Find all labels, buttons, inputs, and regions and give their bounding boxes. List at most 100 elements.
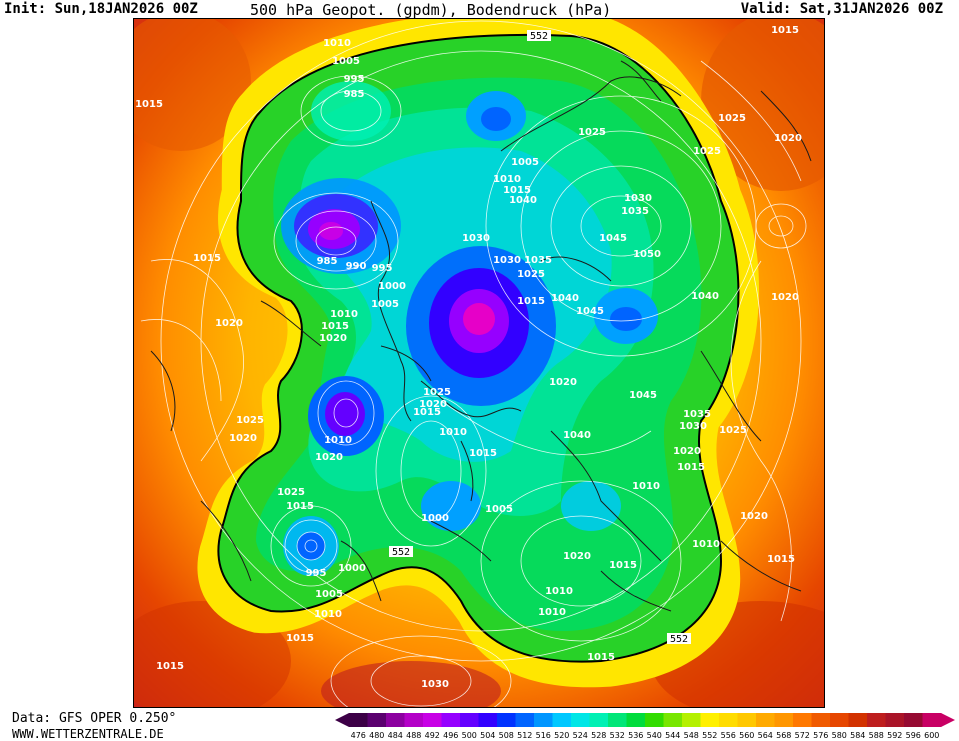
pressure-label: 1020 — [563, 551, 591, 562]
pressure-label: 1010 — [314, 609, 342, 620]
pressure-label: 1010 — [538, 607, 566, 618]
colorbar-tick-label: 484 — [388, 731, 403, 740]
colorbar-tick-label: 556 — [721, 731, 736, 740]
pressure-label: 1000 — [338, 563, 366, 574]
pressure-label: 1020 — [673, 446, 701, 457]
contour-label-552-right: 552 — [670, 634, 688, 645]
pressure-label: 995 — [306, 568, 327, 579]
pressure-label: 1020 — [319, 333, 347, 344]
pressure-label: 1035 — [524, 255, 552, 266]
pressure-label: 1020 — [774, 133, 802, 144]
pressure-label: 1015 — [771, 25, 799, 36]
colorbar-swatch — [608, 713, 627, 727]
contour-label-552-bottom: 552 — [392, 547, 410, 558]
pressure-label: 1040 — [551, 293, 579, 304]
colorbar-swatch — [700, 713, 720, 727]
colorbar-swatch — [904, 713, 923, 727]
pressure-label: 1020 — [740, 511, 768, 522]
colorbar-swatch — [534, 713, 553, 727]
colorbar-tick-label: 580 — [832, 731, 847, 740]
colorbar-swatch — [367, 713, 387, 727]
colorbar-tick-label: 500 — [462, 731, 477, 740]
colorbar-tick-label: 496 — [443, 731, 458, 740]
pressure-label: 985 — [344, 89, 365, 100]
colorbar-tick-label: 540 — [647, 731, 662, 740]
pressure-label: 1015 — [503, 185, 531, 196]
colorbar-swatch — [386, 713, 405, 727]
pressure-label: 1025 — [578, 127, 606, 138]
weather-map-canvas: 552 552 552 1010100599598510151005101010… — [134, 19, 824, 707]
pressure-label: 1025 — [517, 269, 545, 280]
data-source-label: Data: GFS OPER 0.250° — [12, 711, 177, 726]
pressure-label: 1040 — [509, 195, 537, 206]
colorbar-swatch — [793, 713, 812, 727]
pressure-label: 1015 — [286, 501, 314, 512]
pressure-label: 1000 — [378, 281, 406, 292]
colorbar-swatch — [571, 713, 590, 727]
colorbar-tick-label: 492 — [425, 731, 440, 740]
pressure-label: 1030 — [462, 233, 490, 244]
colorbar: 476 480 484 488 492 496 500 504 508 512 516 520 524 5… — [335, 713, 955, 740]
colorbar-swatch — [756, 713, 775, 727]
colorbar-tick-label: 568 — [776, 731, 791, 740]
colorbar-tick-label: 508 — [499, 731, 514, 740]
pressure-label: 1010 — [632, 481, 660, 492]
colorbar-swatch — [404, 713, 424, 727]
colorbar-tick-label: 548 — [684, 731, 699, 740]
pressure-label: 1015 — [135, 99, 163, 110]
colorbar-tick-label: 528 — [591, 731, 606, 740]
pressure-label: 1010 — [323, 38, 351, 49]
colorbar-swatch — [830, 713, 849, 727]
pressure-label: 1025 — [236, 415, 264, 426]
colorbar-tick-label: 504 — [480, 731, 495, 740]
pressure-label: 990 — [346, 261, 367, 272]
pressure-label: 1015 — [587, 652, 615, 663]
colorbar-swatch — [441, 713, 461, 727]
colorbar-tick-label: 572 — [795, 731, 810, 740]
colorbar-swatch — [497, 713, 516, 727]
pressure-label: 1030 — [493, 255, 521, 266]
colorbar-swatch — [663, 713, 683, 727]
pressure-label: 1040 — [563, 430, 591, 441]
pressure-label: 1045 — [629, 390, 657, 401]
valid-time-label: Valid: Sat,31JAN2026 00Z — [740, 1, 943, 17]
pressure-label: 1025 — [718, 113, 746, 124]
pressure-label: 1045 — [576, 306, 604, 317]
colorbar-swatch — [423, 713, 442, 727]
colorbar-swatch — [552, 713, 572, 727]
pressure-label: 1015 — [156, 661, 184, 672]
colorbar-swatch — [478, 713, 498, 727]
pressure-label: 1020 — [215, 318, 243, 329]
pressure-label: 1045 — [599, 233, 627, 244]
pressure-label: 1035 — [683, 409, 711, 420]
pressure-label: 1020 — [229, 433, 257, 444]
pressure-label: 1015 — [767, 554, 795, 565]
colorbar-tick-label: 476 — [351, 731, 366, 740]
colorbar-swatch — [589, 713, 609, 727]
pressure-label: 1005 — [485, 504, 513, 515]
pressure-label: 1015 — [321, 321, 349, 332]
colorbar-tick-label: 480 — [369, 731, 384, 740]
pressure-label: 1005 — [315, 589, 343, 600]
chart-title: 500 hPa Geopot. (gpdm), Bodendruck (hPa) — [250, 1, 612, 19]
colorbar-tick-label: 488 — [406, 731, 421, 740]
pressure-label: 1005 — [511, 157, 539, 168]
pressure-label: 985 — [317, 256, 338, 267]
colorbar-tick-label: 600 — [924, 731, 939, 740]
colorbar-tick-label: 576 — [813, 731, 828, 740]
contour-label-552-top: 552 — [530, 31, 548, 42]
pressure-label: 1015 — [193, 253, 221, 264]
pressure-label: 1030 — [624, 193, 652, 204]
pressure-label: 1025 — [719, 425, 747, 436]
colorbar-tick-label: 516 — [536, 731, 551, 740]
colorbar-swatch — [719, 713, 738, 727]
pressure-label: 1020 — [419, 399, 447, 410]
pressure-label: 1015 — [286, 633, 314, 644]
colorbar-swatch — [515, 713, 535, 727]
colorbar-tick-label: 520 — [554, 731, 569, 740]
pressure-label: 1010 — [545, 586, 573, 597]
colorbar-swatch — [349, 713, 368, 727]
colorbar-swatch — [645, 713, 664, 727]
pressure-label: 1010 — [330, 309, 358, 320]
colorbar-tick-label: 560 — [739, 731, 754, 740]
